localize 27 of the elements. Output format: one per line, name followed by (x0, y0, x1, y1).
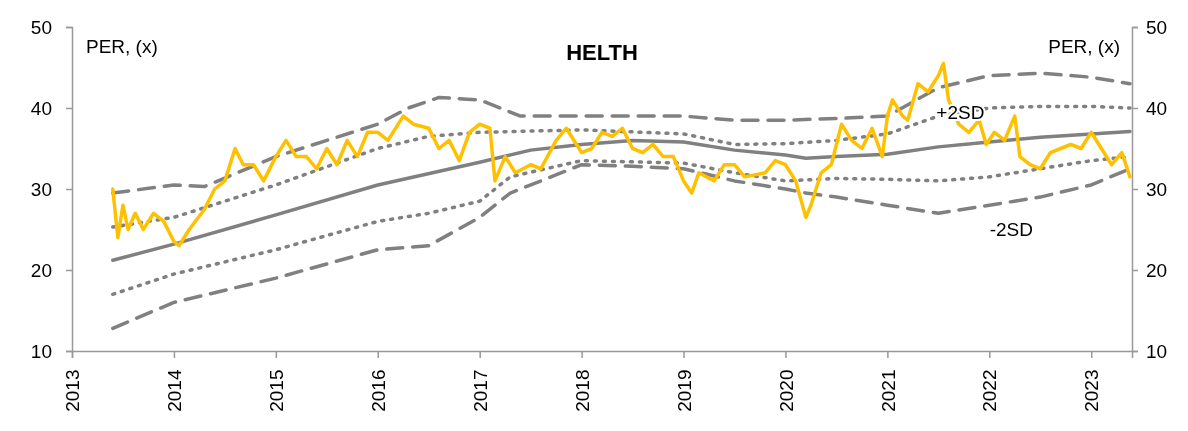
x-tick-label: 2019 (673, 369, 695, 412)
x-tick-label: 2021 (877, 369, 899, 412)
y-tick-label: 40 (30, 97, 52, 119)
y-tick-label: 50 (30, 16, 52, 38)
text: HELTH (566, 40, 638, 65)
y-tick-label: 20 (30, 259, 52, 281)
y2-tick-label: 30 (1146, 178, 1168, 200)
y2-tick-label: 40 (1146, 97, 1168, 119)
annotation: -2SD (989, 219, 1033, 241)
x-tick-label: 2015 (266, 369, 287, 412)
y2-tick-label: 10 (1146, 340, 1168, 362)
y-tick-label: 30 (30, 178, 52, 200)
x-tick-label: 2023 (1081, 369, 1103, 412)
y-axis-title: PER, (x) (86, 36, 158, 57)
x-tick-label: 2016 (367, 369, 389, 412)
x-tick-label: 2020 (775, 369, 797, 412)
line-series (111, 61, 1132, 248)
y-tick-label: 10 (30, 340, 52, 362)
x-tick-label: 2014 (164, 369, 186, 412)
y2-tick-label: 20 (1146, 259, 1168, 281)
line-series (111, 129, 1132, 263)
x-tick-label: 2018 (571, 369, 593, 412)
x-tick-label: 2013 (62, 369, 84, 412)
y2-tick-label: 50 (1146, 16, 1168, 38)
y2-axis-title: PER, (x) (1048, 36, 1120, 57)
x-tick-label: 2022 (979, 369, 1001, 412)
x-tick-label: 2017 (469, 369, 491, 412)
